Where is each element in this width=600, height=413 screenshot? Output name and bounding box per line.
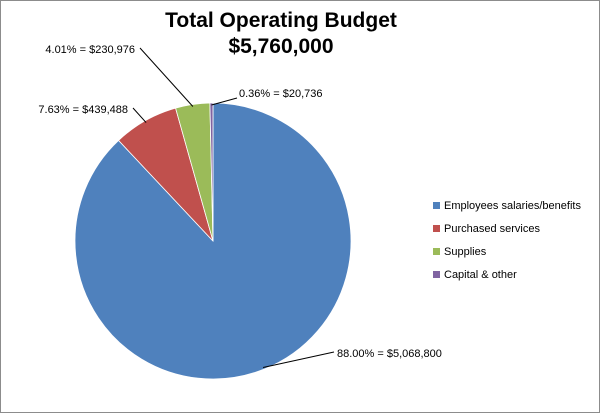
legend-swatch [433, 271, 440, 278]
leader-line [211, 97, 238, 106]
legend-label: Supplies [444, 246, 487, 258]
legend-swatch [433, 225, 440, 232]
chart-title: Total Operating Budget [165, 9, 397, 32]
legend-swatch [433, 202, 440, 209]
legend-label: Employees salaries/benefits [444, 200, 581, 212]
leader-line [132, 107, 147, 123]
chart-subtitle: $5,760,000 [228, 35, 334, 58]
data-label: 0.36% = $20,736 [239, 88, 323, 100]
data-label: 88.00% = $5,068,800 [337, 348, 442, 360]
data-label: 7.63% = $439,488 [38, 104, 128, 116]
legend-label: Capital & other [444, 269, 517, 281]
legend-label: Purchased services [444, 223, 540, 235]
data-label: 4.01% = $230,976 [45, 44, 135, 56]
leader-line [262, 351, 335, 368]
leader-line [139, 47, 194, 107]
legend-swatch [433, 248, 440, 255]
pie-slice [209, 102, 214, 242]
